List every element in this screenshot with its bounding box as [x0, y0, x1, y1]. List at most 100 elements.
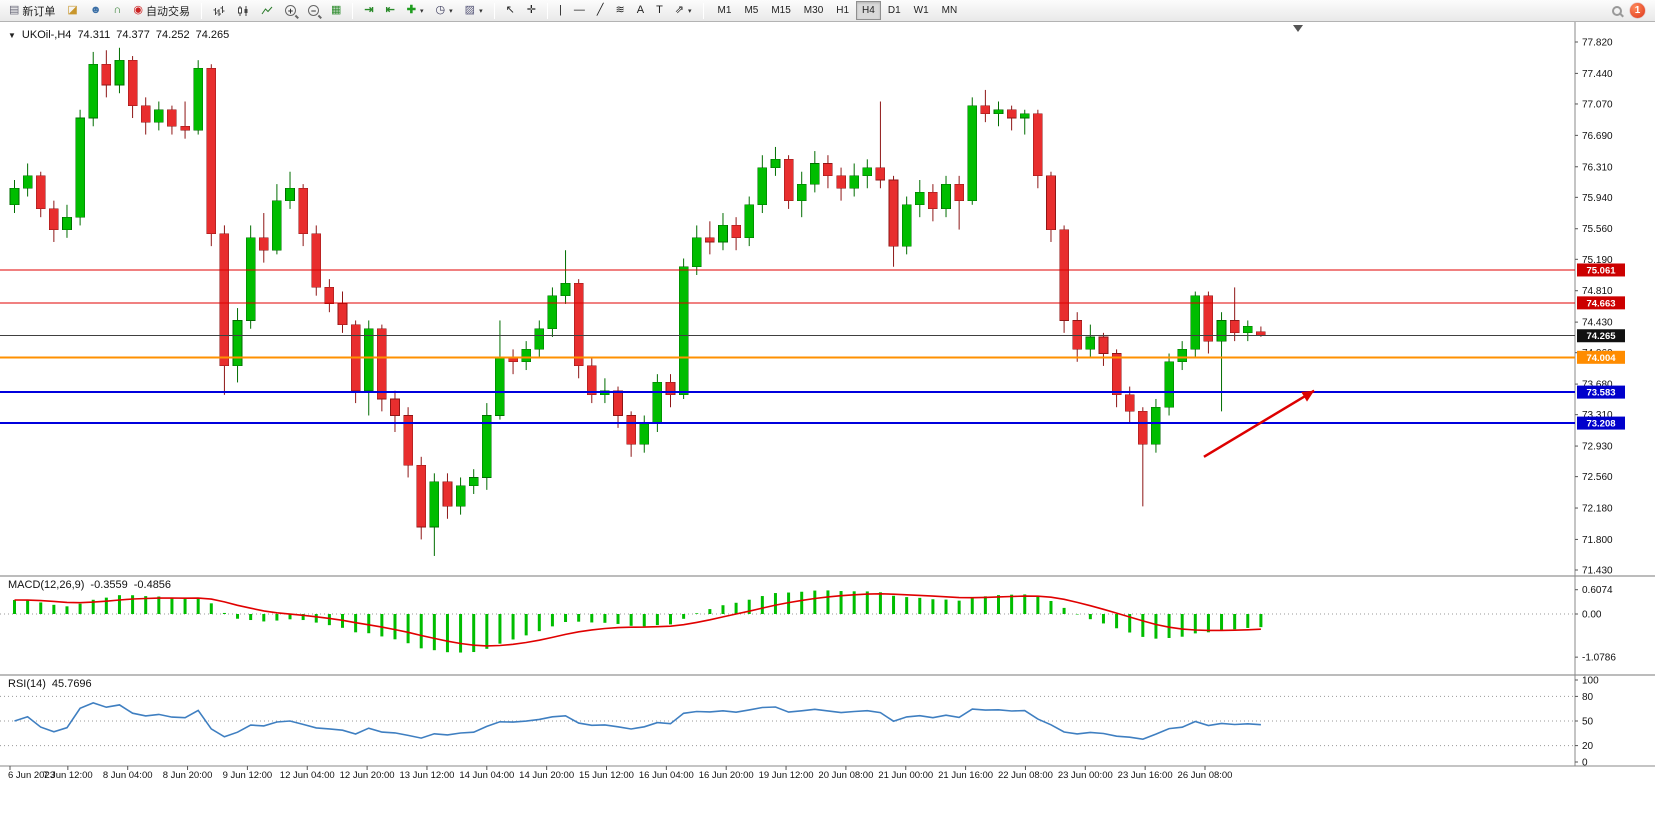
candle-up: [245, 237, 256, 321]
price-axis-label: 74.430: [1582, 318, 1613, 329]
rsi-axis-label: 50: [1582, 717, 1594, 728]
vertical-line-icon: |: [559, 4, 562, 16]
auto-scroll-button[interactable]: ⇥: [359, 1, 378, 20]
rsi-indicator-header: RSI(14) 45.7696: [8, 678, 92, 690]
price-tag-label: 74.663: [1586, 298, 1615, 309]
chart-shift-marker[interactable]: [1293, 25, 1303, 32]
candle-up: [652, 382, 663, 425]
candle-down: [731, 225, 741, 239]
price-axis-label: 72.930: [1582, 442, 1613, 453]
annotation-arrow-line[interactable]: [1203, 389, 1315, 458]
tile-windows-button[interactable]: ▦: [326, 1, 346, 20]
candlestick-chart-button[interactable]: [232, 1, 254, 20]
chart-close-value: 74.265: [195, 29, 230, 41]
time-axis-label: 16 Jun 20:00: [698, 770, 754, 781]
panel-separator: [0, 674, 1655, 676]
timeframe-button-mn[interactable]: MN: [936, 1, 964, 20]
dropdown-caret-icon: ▾: [688, 7, 692, 15]
candle-down: [626, 415, 636, 445]
text-button[interactable]: A: [632, 1, 649, 20]
candle-down: [219, 233, 230, 367]
price-axis-label: 73.680: [1582, 380, 1613, 391]
timeframe-button-m30[interactable]: M30: [798, 1, 829, 20]
candle-up: [1164, 361, 1174, 408]
price-axis-label: 76.310: [1582, 162, 1613, 173]
metaeditor-icon: ∩: [113, 4, 122, 16]
profiles-button[interactable]: ☻: [85, 1, 107, 20]
candle-down: [954, 183, 964, 201]
candle-up: [560, 282, 571, 296]
timeframe-button-m1[interactable]: M1: [712, 1, 738, 20]
text-label-button[interactable]: T: [651, 1, 668, 20]
one-click-trading-toggle[interactable]: ▼: [8, 30, 16, 40]
auto-trading-button[interactable]: ◉ 自动交易: [128, 1, 195, 20]
time-axis-label: 21 Jun 16:00: [938, 770, 994, 781]
line-chart-button[interactable]: [256, 1, 278, 20]
timeframe-button-h1[interactable]: H1: [830, 1, 855, 20]
new-chart-button[interactable]: ◪: [62, 1, 82, 20]
candle-up: [22, 175, 33, 189]
candle-up: [993, 109, 1004, 115]
new-order-label: 新订单: [22, 5, 56, 18]
candle-up: [1019, 113, 1030, 119]
arrows-button[interactable]: ⇗ ▾: [670, 1, 697, 20]
time-axis-label: 6 Jun 2023: [8, 770, 56, 781]
zoom-out-button[interactable]: −: [303, 1, 324, 20]
candle-down: [1203, 295, 1214, 342]
price-chart-canvas[interactable]: 77.820 77.440 77.070 76.690 76.310 75.940 75.5…: [0, 22, 1655, 829]
new-order-button[interactable]: ▤ 新订单: [4, 1, 60, 20]
candle-up: [849, 175, 859, 189]
indicators-button[interactable]: ✚ ▾: [402, 1, 429, 20]
bar-chart-icon: [213, 5, 225, 16]
timeframe-button-d1[interactable]: D1: [882, 1, 907, 20]
cursor-button[interactable]: ↖: [501, 1, 520, 20]
toolbar-separator: [200, 2, 202, 19]
metaeditor-button[interactable]: ∩: [108, 1, 126, 20]
timeframe-button-h4[interactable]: H4: [856, 1, 881, 20]
chart-shift-button[interactable]: ⇤: [381, 1, 400, 20]
candle-down: [928, 192, 938, 210]
macd-indicator-header: MACD(12,26,9) -0.3559 -0.4856: [8, 579, 171, 591]
timeframe-button-w1[interactable]: W1: [908, 1, 935, 20]
templates-icon: ▨: [464, 4, 476, 16]
candle-down: [140, 105, 151, 123]
candle-up: [232, 320, 243, 367]
timeframe-button-m5[interactable]: M5: [738, 1, 764, 20]
horizontal-line-button[interactable]: —: [569, 1, 590, 20]
search-icon[interactable]: [1612, 5, 1622, 16]
chart-window: 77.820 77.440 77.070 76.690 76.310 75.940 75.5…: [0, 22, 1655, 829]
candle-down: [101, 64, 112, 86]
periods-clock-icon: ◷: [435, 4, 446, 16]
trendline-button[interactable]: ╱: [592, 1, 609, 20]
cursor-icon: ↖: [505, 4, 515, 16]
price-axis-label: 75.190: [1582, 255, 1613, 266]
price-axis-label: 73.310: [1582, 410, 1613, 421]
timeframe-button-m15[interactable]: M15: [765, 1, 796, 20]
new-chart-icon: ◪: [67, 4, 78, 16]
candle-down: [1046, 175, 1056, 230]
indicators-plus-icon: ✚: [406, 4, 417, 16]
price-tag-label: 74.265: [1586, 331, 1616, 342]
candle-up: [455, 485, 466, 507]
zoom-in-button[interactable]: +: [280, 1, 301, 20]
candle-up: [272, 200, 282, 251]
vertical-line-button[interactable]: |: [554, 1, 567, 20]
time-axis-label: 19 Jun 12:00: [758, 770, 814, 781]
crosshair-button[interactable]: ✛: [522, 1, 541, 20]
candle-down: [311, 233, 322, 288]
notification-badge[interactable]: 1: [1630, 3, 1645, 18]
fibonacci-button[interactable]: ≋: [611, 1, 630, 20]
bar-chart-button[interactable]: [208, 1, 230, 20]
candle-down: [127, 59, 138, 106]
price-tag: [1577, 296, 1625, 310]
templates-button[interactable]: ▨ ▾: [460, 1, 488, 20]
time-axis-label: 14 Jun 20:00: [519, 770, 575, 781]
periods-button[interactable]: ◷ ▾: [431, 1, 458, 20]
toolbar-separator: [352, 2, 354, 19]
rsi-axis-label: 0: [1582, 758, 1588, 769]
candle-down: [783, 159, 794, 201]
crosshair-icon: ✛: [526, 4, 537, 16]
macd-label: MACD(12,26,9): [8, 579, 85, 591]
toolbar-separator: [493, 2, 495, 19]
price-axis-label: 76.690: [1582, 131, 1613, 142]
